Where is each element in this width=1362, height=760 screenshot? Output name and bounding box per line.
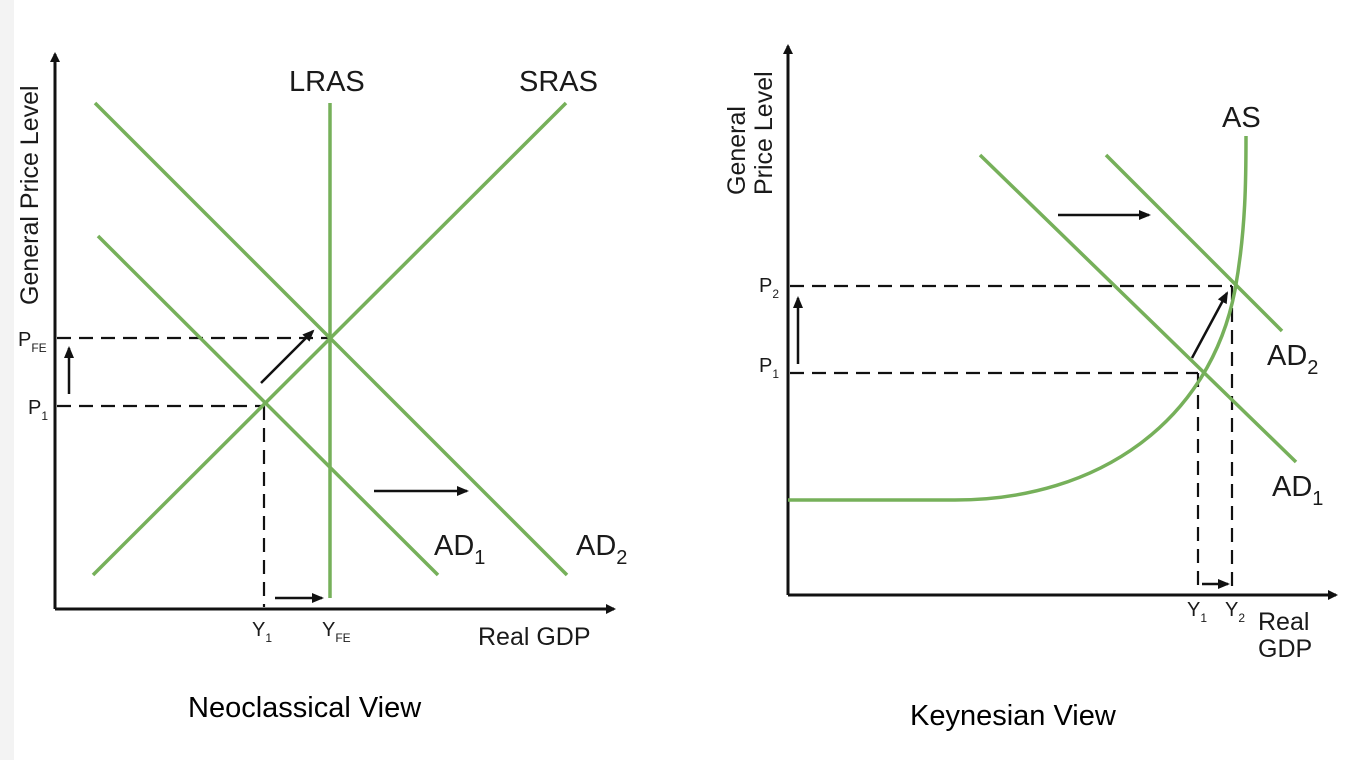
key-as-curve <box>788 135 1248 502</box>
neo-equilibrium-shift-arrow <box>260 329 315 384</box>
neo-ad1-curve <box>96 234 440 577</box>
key-x-axis-label-line2: GDP <box>1258 635 1312 663</box>
key-equilibrium-shift-arrow <box>1190 291 1229 359</box>
key-y2-label: Y2 <box>1225 599 1245 625</box>
keynesian-diagram: General Price Level Real GDP AS AD2 AD1 … <box>723 44 1338 663</box>
neo-yfe-label: YFE <box>322 619 351 645</box>
neo-sras-label: SRAS <box>519 66 598 98</box>
key-as-label: AS <box>1222 102 1261 134</box>
key-ad1-label: AD1 <box>1272 471 1323 510</box>
neo-p1-label: P1 <box>28 397 48 423</box>
key-x-axis-label-line1: Real <box>1258 608 1309 636</box>
key-y-axis-label-line1: General <box>723 106 751 195</box>
key-ad2-label: AD2 <box>1267 340 1318 379</box>
neoclassical-caption: Neoclassical View <box>188 692 422 724</box>
key-ad2-curve <box>1104 153 1284 333</box>
key-ad1-curve <box>978 153 1298 464</box>
neo-ad1-label: AD1 <box>434 530 485 569</box>
neo-ad2-curve <box>93 101 569 577</box>
keynesian-caption: Keynesian View <box>910 700 1116 732</box>
neo-x-axis-label: Real GDP <box>478 623 591 651</box>
key-y1-label: Y1 <box>1187 599 1207 625</box>
neoclassical-diagram: General Price Level Real GDP LRAS SRAS A… <box>16 52 627 651</box>
neo-lras-label: LRAS <box>289 66 365 98</box>
neo-ad2-label: AD2 <box>576 530 627 569</box>
key-y-axis-label-line2: Price Level <box>750 71 778 195</box>
neo-y-axis-label: General Price Level <box>16 85 44 305</box>
neo-pfe-label: PFE <box>18 329 47 355</box>
key-p1-label: P1 <box>759 355 779 381</box>
key-p2-label: P2 <box>759 275 779 301</box>
neo-y1-label: Y1 <box>252 619 272 645</box>
left-margin-strip <box>0 0 14 760</box>
